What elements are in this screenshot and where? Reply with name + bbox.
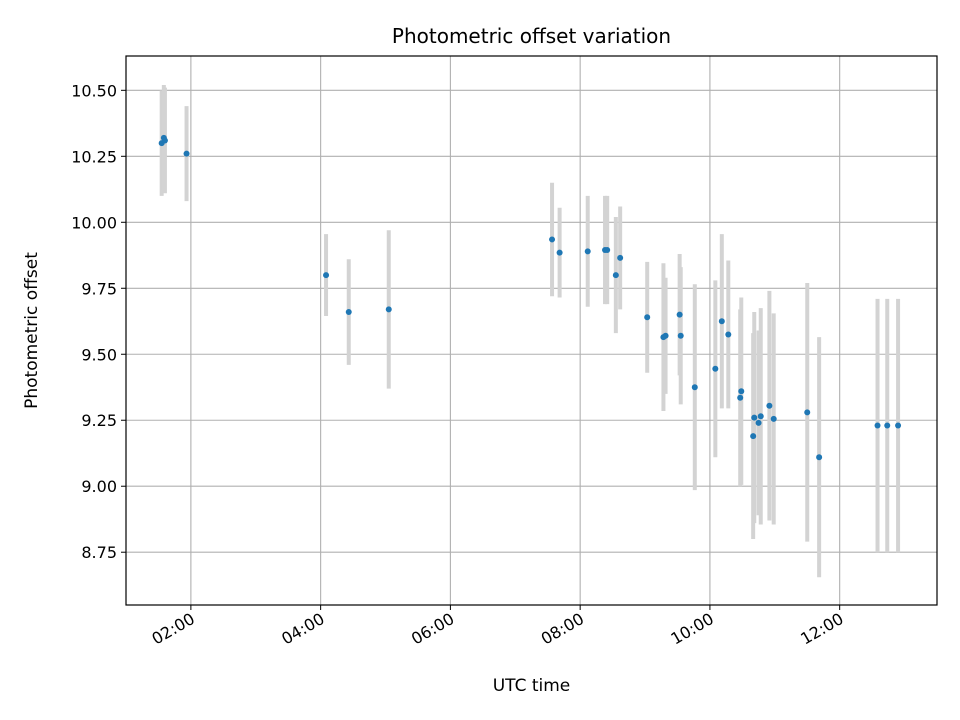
y-tick-label: 9.50 [81, 345, 117, 364]
x-axis-label: UTC time [493, 676, 571, 696]
y-tick-label: 9.75 [81, 279, 117, 298]
data-point [737, 394, 744, 401]
data-point [757, 413, 764, 420]
data-point [676, 311, 683, 318]
data-point [766, 402, 773, 409]
data-point [691, 384, 698, 391]
data-point [895, 422, 902, 429]
data-point [750, 433, 757, 440]
data-point [725, 331, 732, 338]
data-point [161, 137, 168, 144]
data-point [617, 254, 624, 261]
data-points [158, 134, 902, 461]
data-point [804, 409, 811, 416]
data-point [549, 236, 556, 243]
data-point [884, 422, 891, 429]
data-point [770, 415, 777, 422]
y-axis-label: Photometric offset [22, 252, 42, 409]
data-point [584, 248, 591, 255]
data-point [662, 332, 669, 339]
y-tick-label: 9.00 [81, 477, 117, 496]
y-tick-label: 8.75 [81, 543, 117, 562]
data-point [604, 246, 611, 253]
data-point [183, 150, 190, 157]
data-point [612, 272, 619, 279]
plot-frame [125, 55, 938, 606]
data-point [738, 388, 745, 395]
data-point [874, 422, 881, 429]
y-tick-label: 10.25 [71, 147, 117, 166]
data-point [816, 454, 823, 461]
data-point [751, 414, 758, 421]
data-point [345, 309, 352, 316]
data-point [385, 306, 392, 313]
data-point [323, 272, 330, 279]
y-tick-label: 10.00 [71, 213, 117, 232]
data-point [556, 249, 563, 256]
chart-title: Photometric offset variation [392, 24, 671, 48]
y-tick-label: 9.25 [81, 411, 117, 430]
data-point [712, 365, 719, 372]
y-tick-label: 10.50 [71, 81, 117, 100]
data-point [677, 332, 684, 339]
grid [126, 56, 937, 605]
data-point [718, 318, 725, 325]
data-point [755, 419, 762, 426]
data-point [644, 314, 651, 321]
